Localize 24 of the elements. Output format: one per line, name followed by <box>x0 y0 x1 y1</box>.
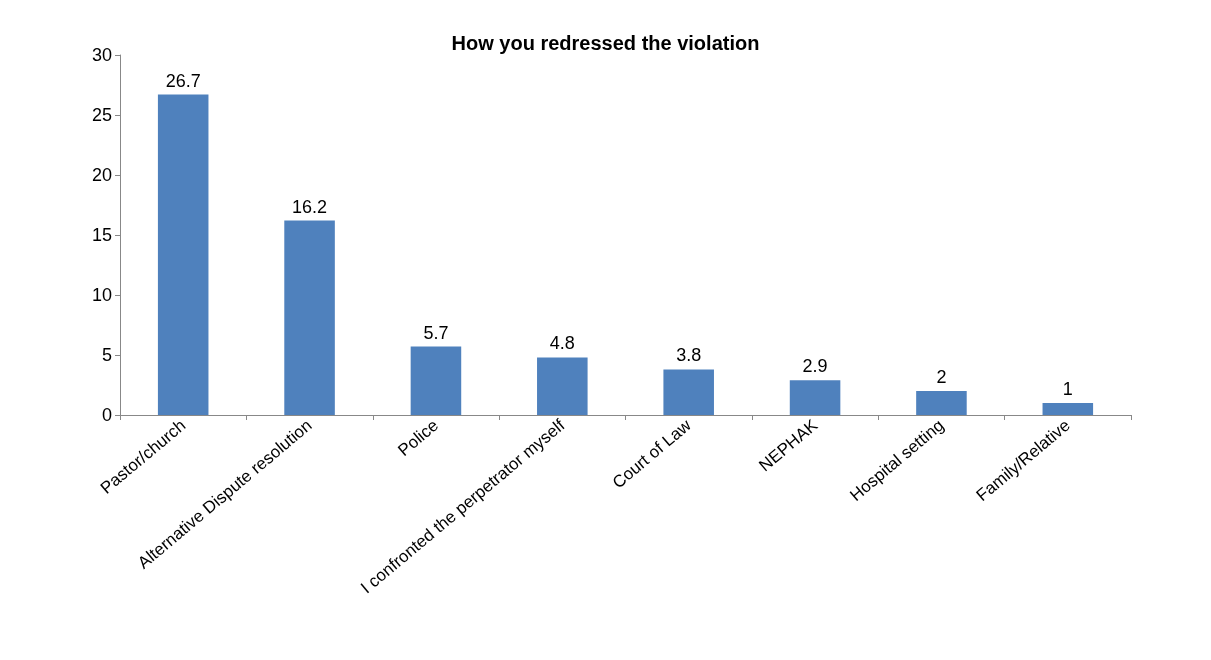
bar <box>1042 403 1094 415</box>
bar <box>663 369 714 415</box>
bar <box>410 346 462 415</box>
y-tick-label: 0 <box>101 405 112 425</box>
y-tick-label: 30 <box>91 45 112 65</box>
y-tick-label: 25 <box>91 105 112 125</box>
bar <box>537 357 588 415</box>
data-label: 3.8 <box>676 345 702 366</box>
y-tick-label: 20 <box>91 165 112 185</box>
data-label: 4.8 <box>549 333 575 354</box>
y-tick-label: 15 <box>91 225 112 245</box>
data-label: 16.2 <box>292 196 328 217</box>
y-tick-label: 5 <box>101 345 112 365</box>
bar <box>789 380 841 415</box>
bar <box>157 94 209 415</box>
y-tick-label: 10 <box>91 285 112 305</box>
data-label: 2 <box>936 367 947 387</box>
data-label: 5.7 <box>423 322 449 343</box>
bar <box>916 391 967 415</box>
data-label: 2.9 <box>802 356 828 377</box>
bar <box>284 220 335 415</box>
data-label: 26.7 <box>165 70 201 91</box>
chart-title: How you redressed the violation <box>451 32 760 54</box>
data-label: 1 <box>1062 379 1073 399</box>
